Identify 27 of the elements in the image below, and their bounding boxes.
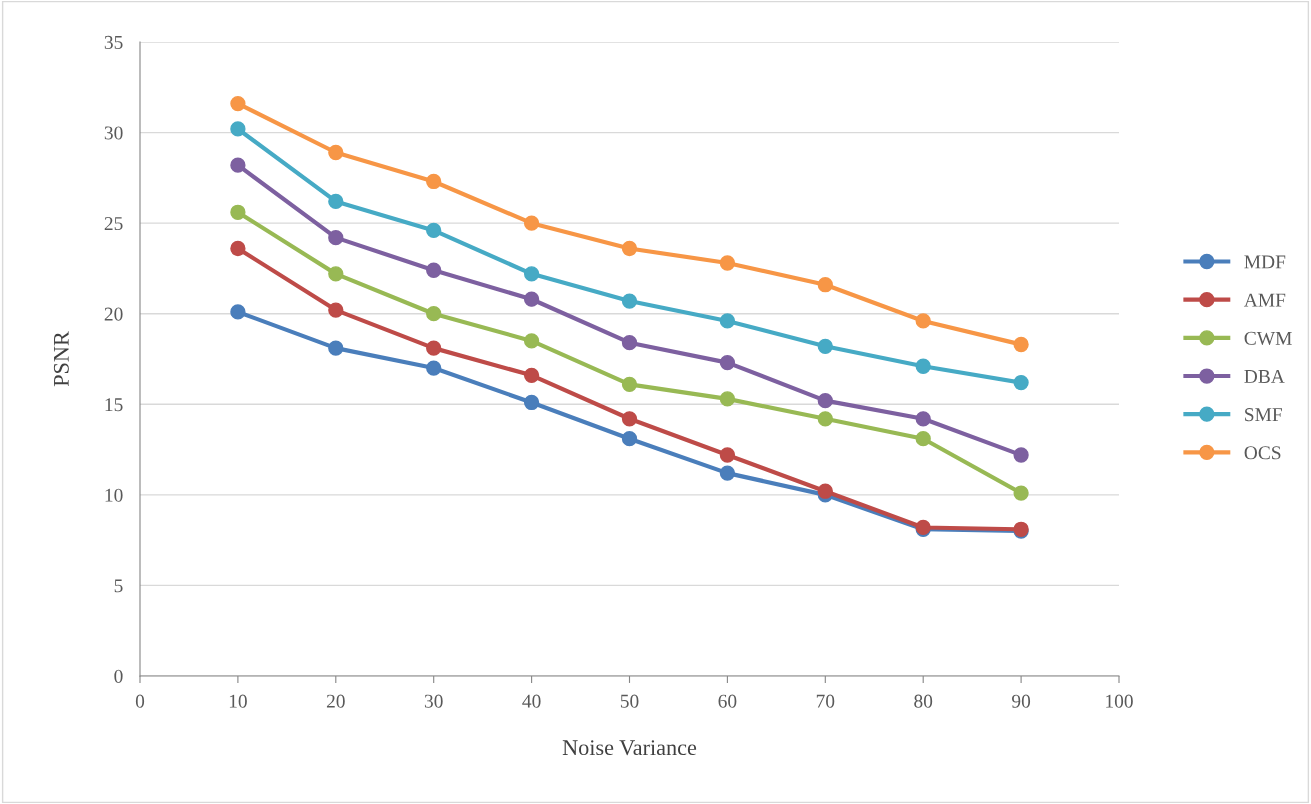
y-tick-label: 10: [105, 488, 123, 502]
legend-label: MDF: [1244, 255, 1286, 269]
x-tick-label: 30: [424, 694, 443, 708]
legend-label: AMF: [1243, 293, 1286, 307]
x-tick-label: 10: [229, 694, 247, 708]
x-tick-label: 60: [718, 694, 737, 708]
x-tick-label: 20: [326, 694, 345, 708]
y-tick-label: 25: [104, 217, 123, 231]
y-tick-label: 0: [114, 669, 123, 683]
legend-label: SMF: [1245, 408, 1282, 422]
x-tick-label: 100: [1106, 694, 1133, 708]
x-tick-label: 0: [135, 694, 145, 708]
legend-label: OCS: [1244, 446, 1281, 460]
legend-label: CWM: [1244, 331, 1292, 345]
x-axis-title: Noise Variance: [562, 740, 697, 756]
y-tick-label: 35: [104, 35, 123, 49]
x-tick-label: 40: [522, 694, 541, 708]
y-tick-label: 30: [104, 126, 123, 140]
legend-label: DBA: [1244, 369, 1285, 383]
y-tick-label: 20: [104, 307, 123, 321]
x-tick-label: 80: [914, 694, 933, 708]
y-tick-label: 5: [114, 579, 123, 593]
x-tick-label: 50: [620, 694, 639, 708]
y-axis-title: PSNR: [53, 331, 69, 387]
x-tick-label: 90: [1012, 694, 1031, 708]
y-tick-label: 15: [105, 398, 123, 412]
x-tick-label: 70: [816, 694, 835, 708]
